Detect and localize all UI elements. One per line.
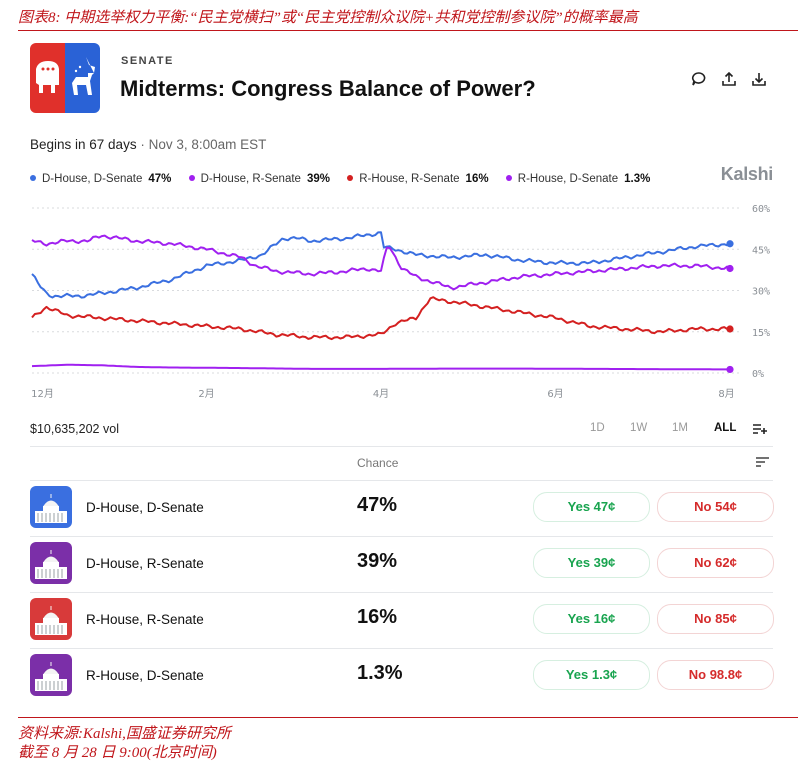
sort-icon[interactable] [756,457,769,467]
outcome-name: R-House, R-Senate [86,612,204,627]
table-row[interactable]: R-House, D-Senate 1.3% Yes 1.3¢ No 98.8¢ [30,648,774,704]
caption-rule [18,30,798,31]
legend-item[interactable]: R-House, D-Senate 1.3% [505,173,651,185]
volume-label: $10,635,202 vol [30,422,119,436]
legend-value: 39% [306,173,330,185]
outcome-chance: 16% [357,606,398,628]
legend-value: 1.3% [624,173,651,185]
x-tick-label: 8月 [718,388,734,400]
market-title: Midterms: Congress Balance of Power? [120,76,536,101]
chart-legend: D-House, D-Senate 47% D-House, R-Senate 39… [30,173,664,185]
series-end-marker[interactable] [726,264,734,273]
x-tick-label: 4月 [373,388,389,400]
series-end-marker[interactable] [726,325,734,333]
event-timing: Begins in 67 days · Nov 3, 8:00am EST [30,137,266,152]
footer-rule [18,717,798,718]
outcome-name: R-House, D-Senate [86,668,204,683]
outcome-name: D-House, D-Senate [86,500,204,515]
chance-header: Chance [357,456,399,470]
range-1m[interactable]: 1M [672,422,688,434]
series-line [31,296,731,341]
download-icon[interactable] [750,70,768,88]
legend-dot [347,174,354,181]
outcome-chance: 47% [357,494,398,516]
legend-label: R-House, R-Senate [359,173,460,185]
table-row[interactable]: D-House, R-Senate 39% Yes 39¢ No 62¢ [30,536,774,592]
outcome-chance: 39% [357,550,398,572]
capitol-thumbnail [30,486,72,528]
legend-item[interactable]: D-House, D-Senate 47% [30,173,171,185]
comment-icon[interactable] [690,70,708,88]
capitol-thumbnail [30,654,72,696]
x-tick-label: 6月 [547,388,563,400]
yes-button[interactable]: Yes 47¢ [533,492,650,522]
divider [30,446,773,447]
y-tick-label: 30% [752,287,770,298]
table-row[interactable]: D-House, D-Senate 47% Yes 47¢ No 54¢ [30,480,774,536]
no-button[interactable]: No 54¢ [657,492,774,522]
filter-icon[interactable] [752,423,767,435]
begins-in: Begins in 67 days [30,137,137,152]
series-line [31,363,730,371]
kalshi-logo: Kalshi [720,164,774,184]
x-tick-label: 2月 [198,388,214,400]
legend-dot [505,174,512,181]
x-tick-label: 12月 [31,388,54,400]
series-end-marker[interactable] [726,365,734,374]
divider [30,480,773,481]
legend-item[interactable]: R-House, R-Senate 16% [347,173,489,185]
divider [30,536,773,537]
series-line [31,234,731,291]
legend-label: D-House, R-Senate [200,173,301,185]
source-note: 资料来源:Kalshi,国盛证券研究所 [18,726,231,742]
capitol-icon [35,606,67,635]
legend-label: D-House, D-Senate [42,173,143,185]
elephant-icon [36,61,59,93]
legend-value: 47% [148,173,172,185]
category-label: SENATE [121,55,174,67]
capitol-icon [35,550,67,579]
legend-value: 16% [465,173,489,185]
no-button[interactable]: No 62¢ [657,548,774,578]
range-1d[interactable]: 1D [590,422,605,434]
party-logo [30,43,100,113]
y-tick-label: 60% [752,204,770,215]
no-button[interactable]: No 98.8¢ [657,660,774,690]
cutoff-note: 截至 8 月 28 日 9:00(北京时间) [18,745,217,761]
line-chart: 60% 45% 30% 15% 0% 12月 2月 4月 6月 8月 [31,204,770,400]
y-tick-label: 15% [752,328,770,339]
table-row[interactable]: R-House, R-Senate 16% Yes 16¢ No 85¢ [30,592,774,648]
y-tick-label: 0% [752,369,764,380]
donkey-icon [72,57,95,95]
outcome-name: D-House, R-Senate [86,556,204,571]
capitol-icon [35,662,67,691]
legend-label: R-House, D-Senate [517,173,619,185]
legend-item[interactable]: D-House, R-Senate 39% [188,173,330,185]
legend-dot [188,174,195,181]
yes-button[interactable]: Yes 39¢ [533,548,650,578]
range-1w[interactable]: 1W [630,422,648,434]
legend-dot [30,174,36,181]
capitol-icon [35,494,67,523]
y-tick-label: 45% [752,245,770,256]
divider [30,648,773,649]
capitol-thumbnail [30,598,72,640]
figure-caption: 图表8: 中期选举权力平衡:“民主党横扫”或“民主党控制众议院+共和党控制参议院… [18,10,638,26]
no-button[interactable]: No 85¢ [657,604,774,634]
outcome-chance: 1.3% [357,662,403,684]
divider [30,592,773,593]
begins-date: · Nov 3, 8:00am EST [136,137,267,152]
yes-button[interactable]: Yes 16¢ [533,604,650,634]
range-all[interactable]: ALL [714,422,737,434]
series-end-marker[interactable] [726,240,734,248]
capitol-thumbnail [30,542,72,584]
series-line [31,231,731,299]
share-icon[interactable] [720,70,738,88]
yes-button[interactable]: Yes 1.3¢ [533,660,650,690]
